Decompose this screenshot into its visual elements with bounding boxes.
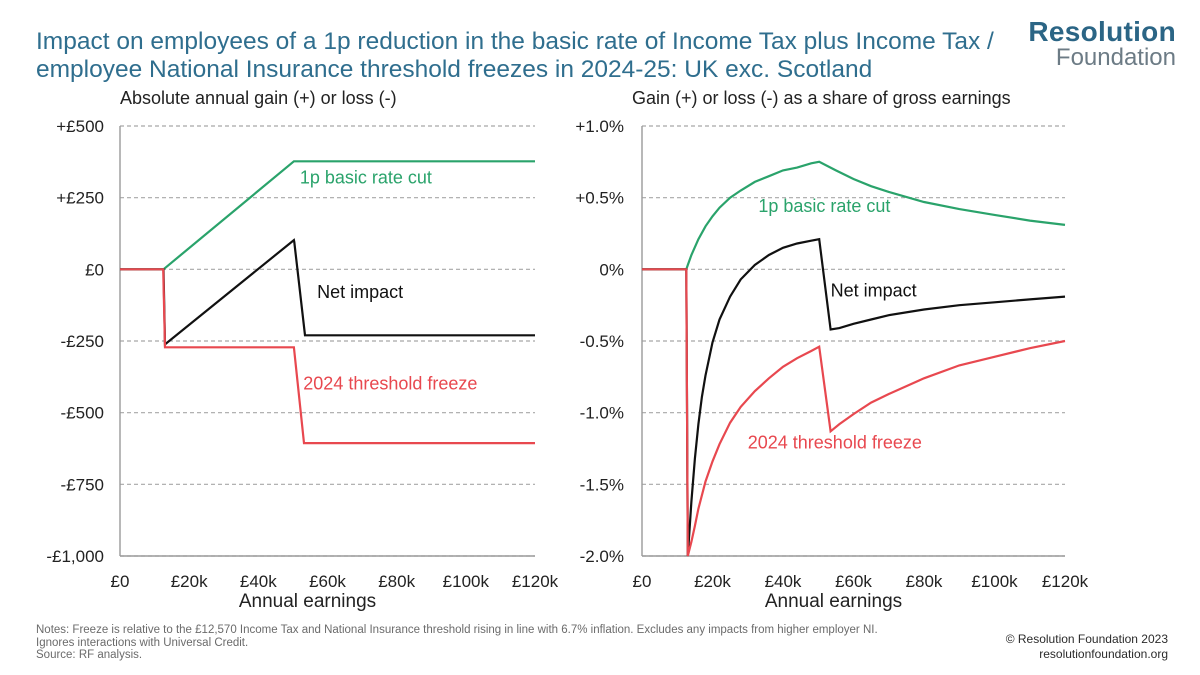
- x-tick-label: £20k: [171, 572, 208, 591]
- series-annotation: 1p basic rate cut: [758, 196, 890, 216]
- x-tick-label: £80k: [378, 572, 415, 591]
- copyright: © Resolution Foundation 2023 resolutionf…: [1006, 632, 1168, 662]
- series-annotation: Net impact: [317, 282, 403, 302]
- series-line-1p-basic-rate-cut: [642, 160, 1066, 271]
- y-tick-label: +1.0%: [575, 117, 624, 136]
- y-tick-label: -£1,000: [46, 547, 104, 566]
- series-line-2024-threshold-freeze: [642, 268, 1066, 557]
- x-tick-label: £80k: [906, 572, 943, 591]
- chart-panel-1: Absolute annual gain (+) or loss (-) +£50…: [46, 88, 558, 612]
- notes-line-1: Notes: Freeze is relative to the £12,570…: [36, 624, 878, 636]
- y-tick-label: -£500: [61, 404, 104, 423]
- notes-line-3: Source: RF analysis.: [36, 649, 143, 661]
- series-annotation: 2024 threshold freeze: [303, 374, 477, 394]
- x-tick-label: £60k: [309, 572, 346, 591]
- title-line-2: employee National Insurance threshold fr…: [36, 56, 873, 83]
- x-tick-label: £100k: [443, 572, 490, 591]
- x-tick-label: £20k: [694, 572, 731, 591]
- series-annotation: 1p basic rate cut: [300, 167, 432, 187]
- series-annotation: 2024 threshold freeze: [748, 433, 922, 453]
- x-tick-label: £60k: [835, 572, 872, 591]
- logo-line-1: Resolution: [1028, 16, 1176, 47]
- resolution-foundation-logo: Resolution Foundation: [1028, 18, 1176, 70]
- y-tick-label: -1.0%: [580, 404, 624, 423]
- series-annotation: Net impact: [831, 281, 917, 301]
- chart-panel-2: Gain (+) or loss (-) as a share of gross…: [575, 88, 1088, 612]
- x-tick-label: £100k: [971, 572, 1018, 591]
- chart-title: Impact on employees of a 1p reduction in…: [36, 28, 996, 84]
- x-axis-label: Annual earnings: [765, 591, 902, 612]
- y-tick-label: 0%: [599, 260, 624, 279]
- series-line-net-impact: [642, 237, 1066, 557]
- notes-line-2: Ignores interactions with Universal Cred…: [36, 636, 249, 649]
- logo-line-2: Foundation: [1055, 44, 1176, 71]
- copyright-line-1: © Resolution Foundation 2023: [1005, 632, 1168, 646]
- x-tick-label: £0: [633, 572, 652, 591]
- y-tick-label: +£250: [56, 189, 104, 208]
- x-tick-label: £0: [111, 572, 130, 591]
- y-tick-label: £0: [85, 260, 104, 279]
- y-tick-label: +£500: [56, 117, 104, 136]
- y-tick-label: -£250: [61, 332, 104, 351]
- y-tick-label: +0.5%: [575, 189, 624, 208]
- y-tick-label: -£750: [61, 475, 104, 494]
- y-tick-label: -1.5%: [580, 475, 624, 494]
- x-tick-label: £120k: [1042, 572, 1089, 591]
- series-line-2024-threshold-freeze: [120, 268, 535, 445]
- x-axis-label: Annual earnings: [239, 591, 376, 612]
- notes: Notes: Freeze is relative to the £12,570…: [36, 624, 996, 662]
- panel-title: Absolute annual gain (+) or loss (-): [120, 88, 397, 108]
- x-tick-label: £40k: [765, 572, 802, 591]
- panel-title: Gain (+) or loss (-) as a share of gross…: [632, 88, 1011, 108]
- x-tick-label: £120k: [512, 572, 559, 591]
- y-tick-label: -0.5%: [580, 332, 624, 351]
- y-tick-label: -2.0%: [580, 547, 624, 566]
- x-tick-label: £40k: [240, 572, 277, 591]
- title-line-1: Impact on employees of a 1p reduction in…: [36, 28, 994, 55]
- copyright-line-2: resolutionfoundation.org: [1039, 647, 1168, 661]
